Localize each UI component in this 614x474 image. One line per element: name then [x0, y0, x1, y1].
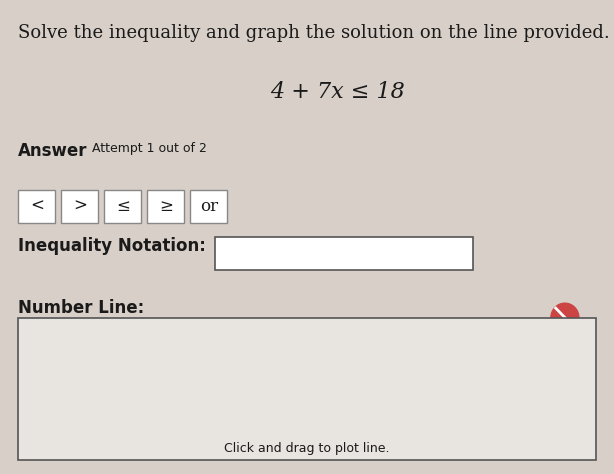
Text: Answer: Answer	[18, 142, 88, 160]
Text: ≤: ≤	[116, 198, 130, 215]
Text: 4: 4	[378, 417, 384, 427]
Text: -2: -2	[255, 417, 266, 427]
Text: Click and drag to plot line.: Click and drag to plot line.	[224, 442, 390, 455]
Text: >: >	[73, 198, 87, 215]
Text: 4 + 7x ≤ 18: 4 + 7x ≤ 18	[270, 81, 405, 102]
Text: <: <	[30, 198, 44, 215]
Text: 12: 12	[534, 417, 548, 427]
Text: 2: 2	[337, 417, 344, 427]
Text: or: or	[200, 198, 218, 215]
Text: 6: 6	[418, 417, 424, 427]
Text: -10: -10	[91, 417, 110, 427]
Text: 0: 0	[297, 417, 305, 427]
Text: -12: -12	[52, 417, 70, 427]
Text: -8: -8	[135, 417, 146, 427]
Text: Inequality Notation:: Inequality Notation:	[18, 237, 206, 255]
Circle shape	[551, 303, 579, 332]
Text: 8: 8	[457, 417, 465, 427]
Text: -4: -4	[216, 417, 227, 427]
Text: 10: 10	[494, 417, 508, 427]
Text: Attempt 1 out of 2: Attempt 1 out of 2	[92, 142, 207, 155]
Text: -6: -6	[175, 417, 186, 427]
Text: ≥: ≥	[159, 198, 173, 215]
Text: Number Line:: Number Line:	[18, 299, 145, 317]
Text: Solve the inequality and graph the solution on the line provided.: Solve the inequality and graph the solut…	[18, 24, 610, 42]
